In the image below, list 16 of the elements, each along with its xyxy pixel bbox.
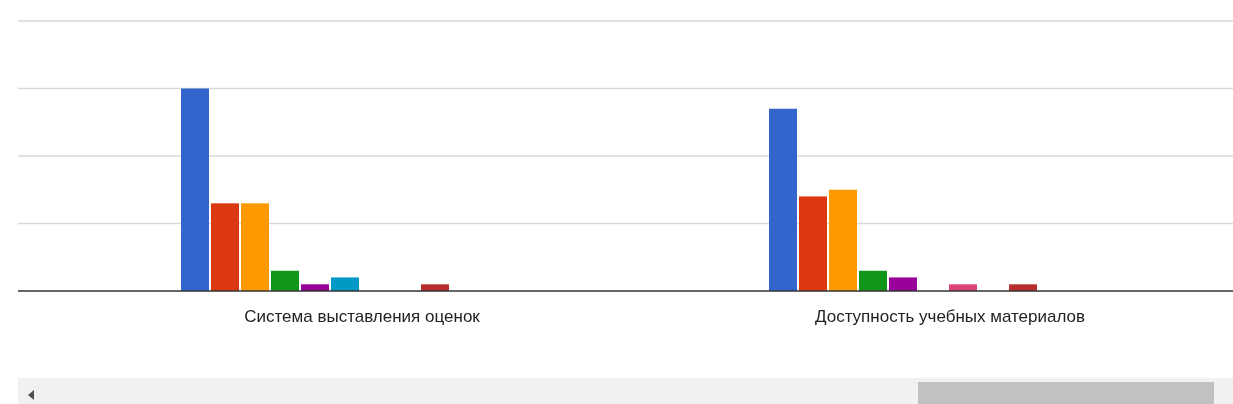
bar <box>331 277 359 291</box>
bar <box>1009 284 1037 291</box>
bar <box>799 196 827 291</box>
bar <box>421 284 449 291</box>
bar <box>859 270 887 291</box>
bar <box>829 189 857 291</box>
bar <box>301 284 329 291</box>
bar <box>211 203 239 291</box>
bar <box>271 270 299 291</box>
bar <box>949 284 977 291</box>
bar <box>769 108 797 291</box>
x-tick-label: Доступность учебных материалов <box>814 307 1086 326</box>
x-tick-label: Система выставления оценок <box>244 307 481 326</box>
bar <box>889 277 917 291</box>
bar <box>181 88 209 291</box>
bar <box>241 203 269 291</box>
